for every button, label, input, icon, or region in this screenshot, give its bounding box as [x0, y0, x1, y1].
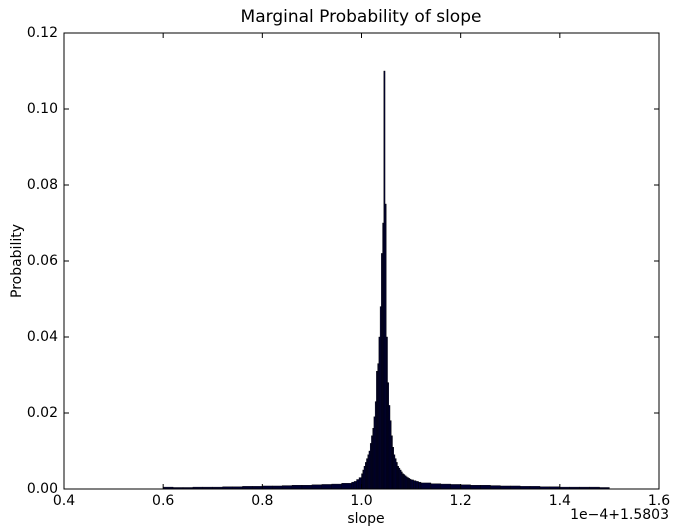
y-tick-label: 0.02 [27, 405, 58, 421]
x-tick-label: 1.4 [549, 493, 571, 509]
x-tick-label: 1.6 [648, 493, 670, 509]
bar [450, 484, 461, 490]
bar [291, 485, 303, 490]
bar [341, 483, 352, 490]
bar [420, 482, 432, 490]
y-tick-label: 0.00 [27, 481, 58, 497]
chart-title: Marginal Probability of slope [241, 7, 482, 27]
bar [490, 485, 501, 490]
x-tick-label: 0.8 [251, 493, 273, 509]
bar [321, 484, 332, 490]
y-tick-label: 0.08 [27, 177, 58, 193]
bar [418, 481, 422, 490]
x-tick-label: 1.0 [350, 493, 372, 509]
y-tick-label: 0.06 [27, 253, 58, 269]
bar [460, 484, 471, 490]
bar [413, 480, 417, 490]
bar [281, 485, 293, 490]
bar [356, 479, 360, 490]
bar [331, 483, 342, 490]
x-tick-label: 0.4 [53, 493, 75, 509]
y-tick-label: 0.10 [27, 101, 58, 117]
bar [410, 479, 414, 490]
bar [301, 485, 313, 490]
plot-frame [63, 32, 660, 490]
bar [440, 483, 451, 490]
y-tick-label: 0.04 [27, 329, 58, 345]
y-axis-label: Probability [9, 224, 25, 298]
x-tick-label: 1.2 [450, 493, 472, 509]
bar [470, 485, 481, 490]
x-tick-label: 0.6 [152, 493, 174, 509]
y-tick-label: 0.12 [27, 25, 58, 41]
bar [480, 485, 491, 490]
bar [311, 484, 323, 490]
bar [430, 483, 442, 490]
offset-text: 1e−4+1.5803 [570, 507, 669, 523]
bar [415, 481, 419, 490]
bar [353, 481, 357, 490]
x-axis-label: slope [347, 511, 384, 527]
bar [351, 481, 355, 490]
